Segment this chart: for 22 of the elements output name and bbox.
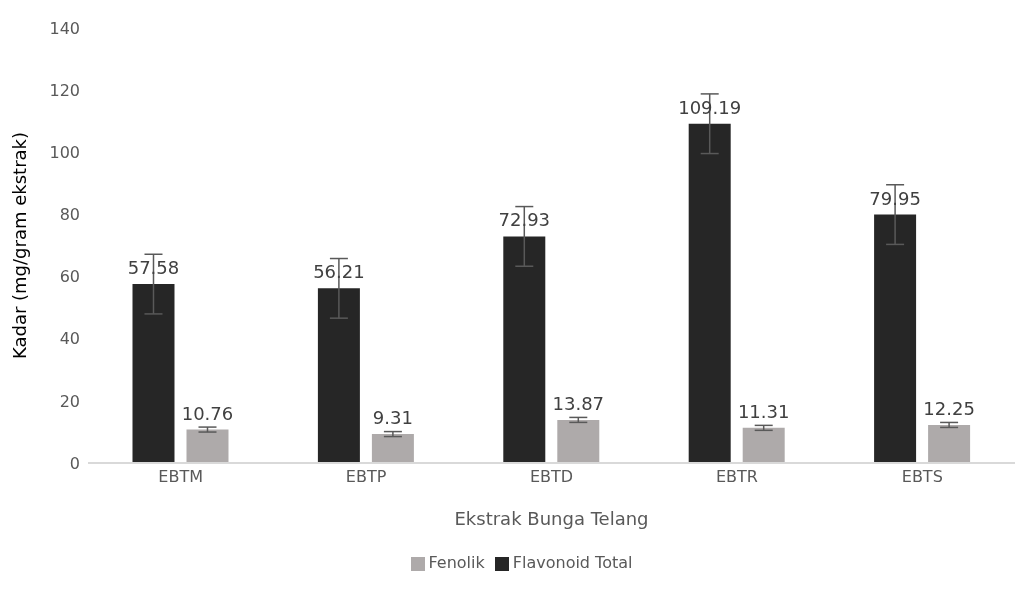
legend-label: Flavonoid Total: [512, 553, 633, 572]
x-tick-label: EBTP: [345, 467, 387, 487]
y-axis-title: Kadar (mg/gram ekstrak): [9, 131, 31, 360]
data-label: 10.76: [181, 402, 234, 424]
y-tick-label: 40: [59, 329, 80, 349]
x-axis-title: Ekstrak Bunga Telang: [454, 508, 649, 529]
y-tick-label: 20: [59, 391, 80, 411]
y-tick-label: 140: [49, 18, 80, 38]
x-tick-label: EBTR: [715, 467, 758, 487]
y-tick-label: 120: [49, 80, 80, 100]
legend-label: Fenolik: [428, 553, 485, 572]
x-tick-label: EBTD: [529, 467, 574, 487]
x-tick-label: EBTM: [158, 467, 204, 487]
data-label: 13.87: [552, 392, 605, 414]
y-tick-label: 60: [59, 267, 80, 287]
data-label: 12.25: [923, 397, 975, 419]
data-label: 11.31: [737, 400, 790, 422]
x-tick-label: EBTS: [901, 467, 943, 487]
y-tick-label: 100: [49, 142, 80, 162]
y-tick-label: 0: [69, 453, 80, 473]
data-label: 9.31: [372, 407, 413, 429]
y-tick-label: 80: [59, 205, 80, 225]
